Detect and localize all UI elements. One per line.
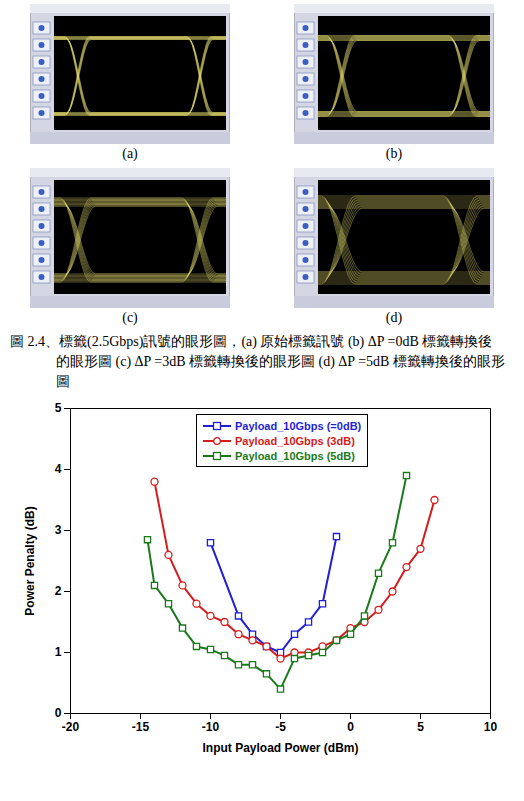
svg-text:-15: -15: [132, 720, 150, 734]
svg-text:5: 5: [55, 401, 62, 415]
svg-text:3: 3: [55, 523, 62, 537]
svg-text:4: 4: [55, 462, 62, 476]
svg-text:-5: -5: [275, 720, 286, 734]
html-text:(a): (a): [122, 146, 138, 161]
html-text:圖 2.4、標籤(2.5Gbps)訊號的眼形圖，(a) 原始: 圖 2.4、標籤(2.5Gbps)訊號的眼形圖，(a) 原始標籤訊號 (b) Δ…: [10, 334, 505, 389]
svg-text:Power Penalty (dB): Power Penalty (dB): [23, 506, 37, 615]
html-text:Payload_10Gbps (5dB): Payload_10Gbps (5dB): [235, 449, 355, 462]
svg-text:Input Payload Power (dBm): Input Payload Power (dBm): [202, 741, 358, 755]
svg-text:2: 2: [55, 584, 62, 598]
svg-text:-10: -10: [202, 720, 220, 734]
html-text:Payload_10Gbps (3dB): Payload_10Gbps (3dB): [235, 434, 355, 447]
svg-text:1: 1: [55, 645, 62, 659]
svg-text:0: 0: [55, 706, 62, 720]
html-text:Payload_10Gbps (=0dB): Payload_10Gbps (=0dB): [235, 419, 362, 432]
svg-text:5: 5: [417, 720, 424, 734]
html-text:(d): (d): [385, 310, 403, 325]
svg-text:0: 0: [347, 720, 354, 734]
svg-text:-20: -20: [62, 720, 80, 734]
html-text:(b): (b): [385, 146, 403, 161]
html-text:(c): (c): [122, 310, 138, 325]
svg-text:10: 10: [484, 720, 498, 734]
